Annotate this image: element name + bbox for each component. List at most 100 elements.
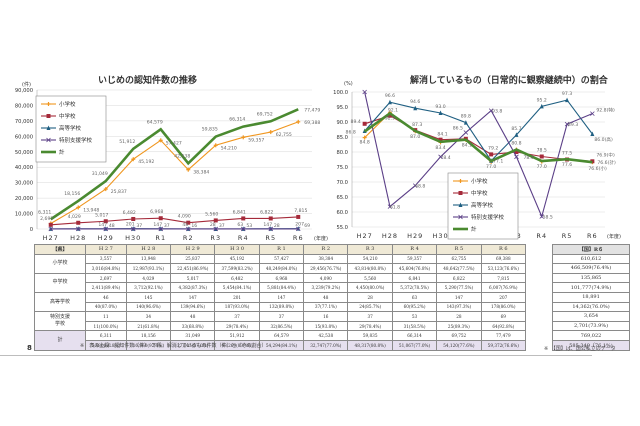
data-label: 84.1: [437, 132, 447, 138]
right-chart-title: 解消しているもの（日常的に観察継続中）の割合: [410, 76, 608, 86]
data-point-marker: [158, 216, 163, 221]
data-point-marker: [362, 135, 367, 140]
legend-label: 中学校: [59, 112, 76, 120]
y-tick-label: 75.0: [336, 165, 348, 171]
data-label: 68.8: [415, 184, 425, 190]
legend-marker: [458, 191, 463, 195]
table-cell-count: 48: [170, 311, 216, 322]
y-tick-label: 70.0: [336, 180, 348, 186]
table-cell-count: 3,557: [85, 253, 127, 265]
legend-marker: [46, 114, 51, 118]
data-point-marker: [463, 130, 469, 135]
data-point-marker: [413, 105, 418, 111]
data-point-marker: [564, 121, 570, 127]
table-cell-count: 7,815: [480, 272, 527, 284]
table-row: 高等学校 46 145 147 201 147 48 28 63 147 207: [34, 291, 527, 313]
national-cell-resolved: 14,362(76.0%): [552, 301, 630, 313]
data-point-marker: [514, 154, 519, 160]
data-point-marker: [412, 183, 418, 188]
x-tick-label: R5: [265, 234, 276, 242]
data-label: 69,752: [257, 111, 273, 117]
data-label: 84.8: [360, 140, 370, 146]
y-tick-label: 80.0: [336, 150, 348, 156]
data-point-marker: [131, 157, 136, 162]
data-label: 69,388: [304, 120, 320, 126]
table-cell-count: 37: [347, 311, 393, 322]
data-point-marker: [489, 152, 494, 157]
left-chart-title: いじめの認知件数の推移: [98, 76, 198, 86]
data-label: 79.2: [488, 145, 498, 151]
data-label: 66,314: [229, 117, 245, 123]
data-point-marker: [186, 167, 191, 172]
data-point-marker: [296, 119, 301, 124]
legend-marker: [458, 214, 463, 220]
table-cell-resolved: 5,290(77.5%): [436, 282, 482, 293]
data-label: 5,560: [205, 211, 218, 217]
legend-label: 特別支援学校: [471, 213, 505, 221]
table-cell-count: 37: [258, 311, 305, 322]
series-line-高等学校: [364, 99, 593, 162]
data-label: 7,815: [294, 208, 307, 214]
data-point-marker: [158, 138, 163, 143]
table-cell-count: 62,755: [436, 253, 482, 265]
data-label: 31,049: [92, 171, 108, 177]
data-label: 6,841: [233, 209, 246, 215]
table-row: 5,480(86.8%) 16,860(92.9%) 27,005(87.0%) 43…: [35, 339, 527, 351]
data-label: 25,837: [111, 189, 127, 195]
table-cell-resolved: 43,814(80.8%): [347, 263, 393, 274]
table-cell-count: 59,357: [391, 253, 438, 265]
right-chart-ylabel: (%): [344, 81, 353, 87]
table-cell-count: 207: [480, 291, 527, 303]
table-row: 特別支援 学校 11 34 48 37 37 16 37 53 28 69: [34, 311, 527, 332]
table-cell-count: 18,156: [125, 330, 172, 341]
table-row-header: 特別支援 学校: [34, 311, 86, 332]
table-column-header: H 2 7: [85, 244, 127, 255]
data-point-marker: [76, 205, 81, 210]
y-tick-label: 65.0: [336, 195, 348, 201]
table-cell-count: 4,029: [125, 272, 172, 284]
data-point-marker: [240, 226, 246, 232]
table-cell-count: 69,388: [480, 253, 527, 265]
table-cell-resolved: 5,372(78.5%): [391, 282, 438, 293]
table-cell-resolved: 15(93.8%): [303, 320, 349, 332]
table-cell-count: 145: [125, 291, 172, 303]
table-cell-resolved: 4,382(87.3%): [170, 282, 216, 293]
data-label: 93.8: [492, 109, 502, 115]
legend-marker: [46, 125, 51, 130]
data-label: 37: [164, 223, 170, 229]
x-tick-label: R3: [210, 234, 221, 242]
data-label: 77.1: [493, 159, 503, 165]
x-axis-unit: (年度): [607, 233, 621, 240]
table-cell-resolved: 3,239(79.2%): [303, 282, 349, 293]
data-point-marker: [438, 154, 443, 160]
data-label: 2,697: [40, 216, 53, 222]
data-point-marker: [514, 132, 519, 137]
table-cell-count: 31,049: [170, 330, 216, 341]
table-column-header: R 5: [436, 244, 482, 255]
x-tick-label: H28: [382, 232, 398, 240]
data-label: 87.3: [412, 122, 422, 128]
data-point-marker: [438, 110, 443, 115]
data-label: 4,090: [178, 214, 191, 220]
table-cell-resolved: 64(92.8%): [480, 320, 527, 332]
data-label: 93.0: [435, 104, 445, 110]
table-corner: 【県】: [34, 244, 86, 255]
x-tick-label: R1: [155, 234, 166, 242]
table-cell-resolved: 6,007(76.9%): [480, 282, 527, 293]
data-label: 86.8: [346, 130, 356, 136]
data-label: 86.5: [453, 126, 463, 132]
table-cell-count: 147: [258, 291, 305, 303]
data-label: 78.4: [523, 155, 533, 161]
table-cell-resolved: 132(89.8%): [258, 301, 305, 313]
y-tick-label: 0: [30, 227, 33, 233]
data-label: 76.9(中): [596, 151, 615, 158]
y-tick-label: 95.0: [336, 105, 348, 111]
national-cell-count: 610,612: [552, 253, 630, 265]
national-table: 【国】R６ 610,612 466,509(76.4%) 135,865 101,777…: [552, 244, 630, 351]
data-label: 59,835: [202, 127, 218, 133]
data-point-marker: [539, 154, 544, 159]
data-label: 147: [153, 222, 162, 228]
table-row: 小学校 3,557 13,948 25,837 45,192 57,427 38,384 54…: [34, 253, 527, 274]
data-point-marker: [103, 226, 109, 232]
